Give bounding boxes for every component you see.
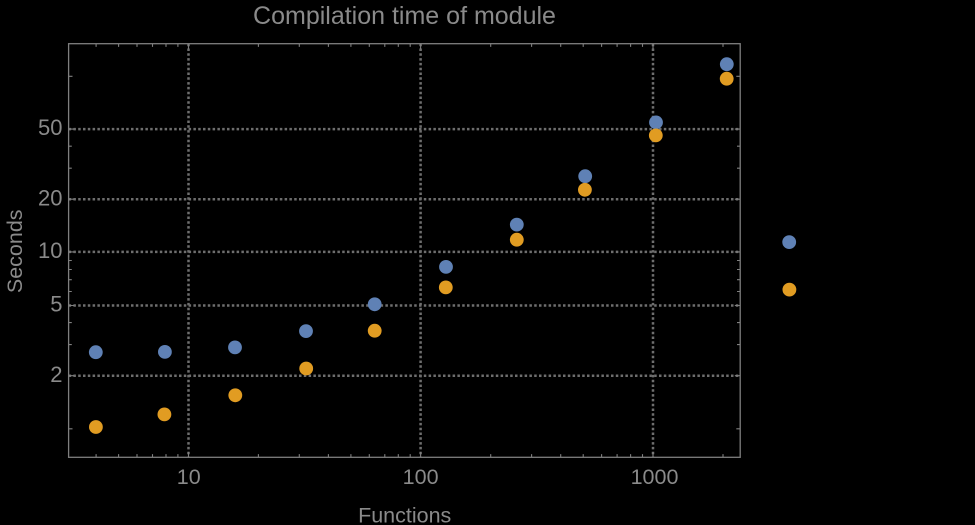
svg-text:10: 10	[177, 465, 201, 489]
svg-text:10: 10	[38, 238, 62, 263]
svg-text:50: 50	[38, 115, 62, 140]
svg-text:Seconds: Seconds	[3, 209, 27, 293]
svg-text:Compilation time of module: Compilation time of module	[253, 2, 556, 30]
svg-text:5: 5	[50, 292, 62, 317]
svg-text:Functions: Functions	[358, 504, 451, 525]
svg-text:2: 2	[50, 362, 62, 387]
svg-text:100: 100	[403, 465, 439, 489]
svg-text:1000: 1000	[631, 465, 679, 489]
svg-text:20: 20	[38, 185, 62, 210]
